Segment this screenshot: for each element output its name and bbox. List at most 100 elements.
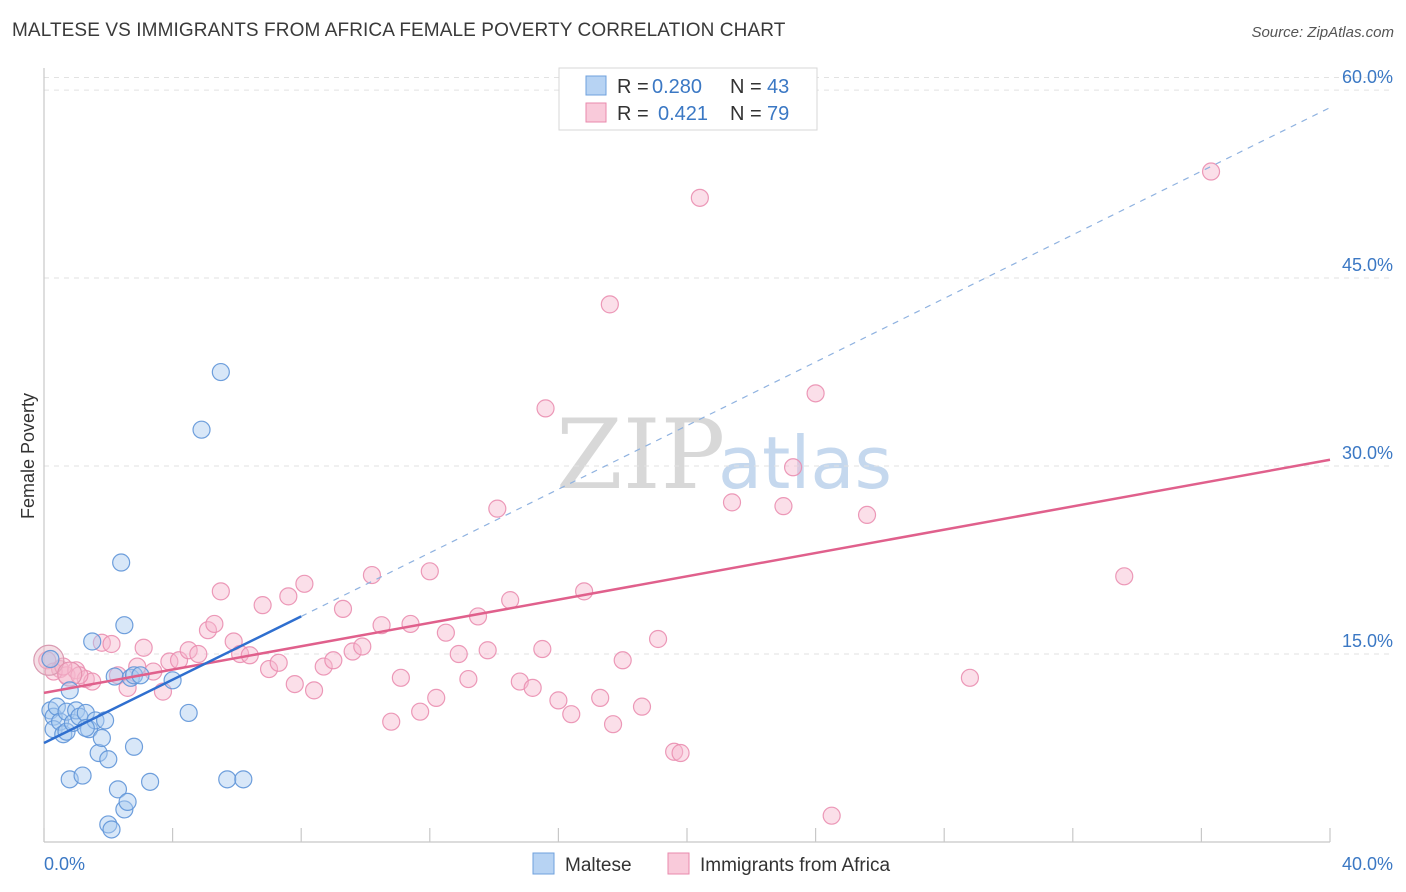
legend-n-value-maltese: 43 — [767, 76, 789, 98]
legend-n-label-maltese: N = — [730, 76, 762, 98]
legend-swatch-africa — [585, 102, 607, 123]
scatter-point — [99, 750, 118, 769]
scatter-point — [295, 574, 314, 593]
scatter-point — [427, 688, 446, 707]
scatter-point — [562, 705, 581, 724]
source-label: Source: ZipAtlas.com — [1251, 24, 1394, 41]
y-tick-labels: 15.0% 30.0% 45.0% 60.0% — [1342, 67, 1393, 651]
scatter-point — [449, 644, 468, 664]
scatter-point — [411, 702, 430, 721]
scatter-point — [401, 614, 420, 634]
scatter-point — [523, 678, 542, 697]
scatter-point — [179, 641, 198, 660]
scatter-point — [671, 743, 690, 763]
scatter-point — [304, 681, 324, 700]
scatter-point — [41, 649, 60, 669]
scatter-point — [648, 629, 668, 649]
y-tick-label: 30.0% — [1342, 443, 1393, 463]
series-maltese — [41, 362, 253, 839]
scatter-point — [211, 582, 230, 601]
scatter-point — [140, 772, 160, 791]
scatter-point — [279, 587, 298, 606]
scatter-point — [47, 697, 66, 716]
scatter-point-large — [57, 661, 83, 687]
scatter-point — [353, 637, 372, 656]
legend-n-value-africa: 79 — [767, 103, 789, 125]
scatter-point — [211, 362, 230, 382]
scatter-point — [960, 668, 980, 687]
scatter-point — [857, 505, 877, 525]
scatter-point — [259, 659, 279, 679]
scatter-point — [822, 806, 841, 825]
x-tick-label-max: 40.0% — [1342, 854, 1393, 874]
scatter-point — [436, 623, 455, 642]
scatter-point — [343, 642, 362, 661]
scatter-point — [314, 657, 333, 676]
series-immigrants-from-africa — [33, 162, 1221, 825]
scatter-point — [632, 697, 652, 716]
scatter-point — [108, 780, 128, 799]
scatter-point — [488, 499, 507, 518]
scatter-point — [774, 497, 793, 516]
scatter-point — [89, 743, 108, 763]
legend-r-label-africa: R = — [617, 103, 649, 125]
bottom-legend-label-africa: Immigrants from Africa — [700, 855, 890, 876]
gridlines — [44, 77, 1393, 655]
scatter-point — [372, 616, 391, 635]
scatter-point — [73, 766, 92, 785]
scatter-point — [603, 715, 623, 734]
scatter-point — [600, 295, 619, 314]
y-tick-label: 45.0% — [1342, 255, 1393, 275]
trend-lines — [43, 107, 1331, 745]
legend-n-label-africa: N = — [730, 103, 762, 125]
scatter-point — [92, 728, 111, 748]
scatter-point — [690, 188, 709, 207]
scatter-point — [333, 599, 353, 619]
scatter-point — [83, 632, 102, 651]
scatter-point — [92, 633, 111, 652]
scatter-point — [218, 770, 237, 789]
legend-r-value-maltese: 0.280 — [652, 76, 702, 98]
scatter-point — [205, 614, 224, 634]
scatter-point — [102, 634, 121, 654]
trend-line-maltese — [43, 615, 302, 745]
scatter-point — [420, 562, 439, 581]
scatter-point — [1201, 162, 1221, 181]
legend-swatch-maltese — [585, 75, 607, 96]
scatter-point — [234, 770, 253, 789]
scatter-point — [533, 639, 552, 659]
scatter-point — [536, 399, 555, 418]
bottom-legend-swatch-africa — [667, 852, 690, 875]
scatter-point — [105, 667, 124, 686]
scatter-point — [253, 596, 272, 615]
scatter-point — [118, 792, 137, 811]
scatter-point — [783, 458, 803, 477]
scatter-point — [549, 691, 568, 710]
scatter-point — [478, 641, 497, 660]
watermark-atlas: atlas — [718, 421, 892, 505]
y-axis-label: Female Poverty — [18, 393, 38, 519]
y-tick-label: 60.0% — [1342, 67, 1393, 87]
scatter-point — [665, 742, 684, 761]
scatter-point — [324, 651, 343, 670]
scatter-point — [362, 565, 382, 585]
scatter-point — [459, 669, 478, 689]
scatter-point — [124, 737, 144, 756]
y-tick-label: 15.0% — [1342, 631, 1393, 651]
bottom-legend: Maltese Immigrants from Africa — [532, 852, 890, 876]
scatter-point — [134, 638, 153, 657]
scatter-point — [189, 644, 208, 664]
legend-r-label-maltese: R = — [617, 76, 649, 98]
scatter-point — [102, 820, 121, 839]
watermark-zip: ZIP — [556, 399, 725, 511]
scatter-point — [382, 712, 401, 731]
scatter-point — [99, 815, 118, 834]
trend-line-maltese-extension — [300, 107, 1331, 617]
chart-title: MALTESE VS IMMIGRANTS FROM AFRICA FEMALE… — [12, 20, 786, 41]
x-tick-label-min: 0.0% — [44, 854, 85, 874]
scatter-point — [591, 688, 610, 707]
scatter-point — [115, 616, 134, 635]
legend-r-value-africa: 0.421 — [658, 103, 708, 125]
scatter-point — [806, 384, 825, 403]
